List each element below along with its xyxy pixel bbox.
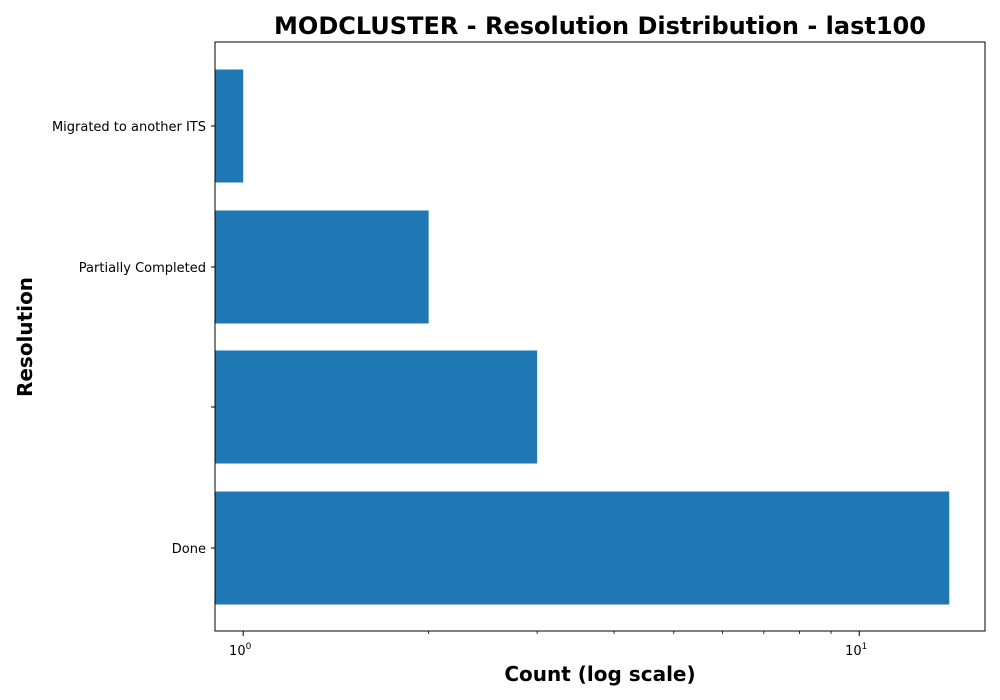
bar-0 — [215, 69, 244, 183]
bars — [215, 69, 950, 605]
y-axis-ticks: Migrated to another ITS Partially Complet… — [52, 120, 215, 557]
y-tick-label-1: Partially Completed — [79, 261, 206, 276]
bar-3 — [215, 491, 950, 605]
x-tick-label-1: 101 — [845, 642, 867, 659]
x-axis-ticks: 100 101 — [229, 631, 867, 659]
x-tick-label-0: 100 — [229, 642, 252, 659]
y-tick-label-3: Done — [172, 542, 206, 557]
chart-title: MODCLUSTER - Resolution Distribution - l… — [274, 12, 926, 40]
y-axis-label: Resolution — [13, 277, 37, 397]
x-axis-label: Count (log scale) — [504, 662, 695, 686]
bar-1 — [215, 210, 429, 324]
plot-frame — [214, 41, 986, 632]
y-tick-label-0: Migrated to another ITS — [52, 120, 206, 135]
bar-2 — [215, 350, 538, 464]
